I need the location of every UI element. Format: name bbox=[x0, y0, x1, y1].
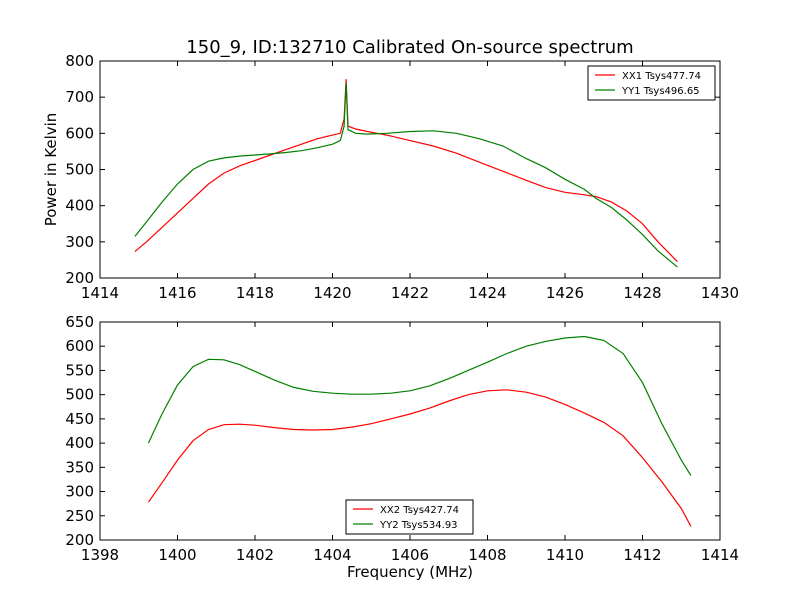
bottom-y-tick-label: 250 bbox=[65, 507, 94, 525]
bottom-series-1-line bbox=[147, 389, 692, 527]
bottom-spectrum-chart: 1398 1400 1402 1404 1406 1408 1410 1412 1414 200 2… bbox=[65, 313, 739, 581]
bottom-y-tick-label: 400 bbox=[65, 434, 94, 452]
top-x-tick-label: 1420 bbox=[313, 284, 351, 302]
top-y-tick-label: 400 bbox=[65, 197, 94, 215]
top-legend-label-2: YY1 Tsys496.65 bbox=[621, 86, 700, 97]
top-x-tick-label: 1418 bbox=[236, 284, 274, 302]
bottom-x-tick-label: 1400 bbox=[158, 546, 196, 564]
top-legend: XX1 Tsys477.74 YY1 Tsys496.65 bbox=[587, 65, 716, 101]
bottom-y-tick-label: 450 bbox=[65, 410, 94, 428]
top-legend-label-1: XX1 Tsys477.74 bbox=[622, 71, 701, 82]
top-x-tick-label: 1414 bbox=[81, 284, 119, 302]
bottom-y-tick-label: 600 bbox=[65, 337, 94, 355]
bottom-y-tick-label: 500 bbox=[65, 386, 94, 404]
top-y-axis-label: Power in Kelvin bbox=[42, 113, 60, 227]
bottom-legend-box bbox=[345, 499, 474, 535]
top-x-tick-label: 1416 bbox=[158, 284, 196, 302]
bottom-x-axis-label: Frequency (MHz) bbox=[347, 563, 473, 581]
top-y-tick-label: 800 bbox=[65, 52, 94, 70]
bottom-y-tick-label: 650 bbox=[65, 313, 94, 331]
bottom-y-tick-label: 350 bbox=[65, 458, 94, 476]
bottom-x-tick-label: 1412 bbox=[623, 546, 661, 564]
top-x-tick-label: 1428 bbox=[623, 284, 661, 302]
top-y-tick-label: 600 bbox=[65, 124, 94, 142]
top-y-tick-label: 700 bbox=[65, 88, 94, 106]
top-x-tick-label: 1422 bbox=[391, 284, 429, 302]
bottom-series-2-line bbox=[147, 335, 692, 476]
top-x-tick-label: 1424 bbox=[468, 284, 506, 302]
bottom-legend: XX2 Tsys427.74 YY2 Tsys534.93 bbox=[345, 499, 474, 535]
bottom-y-tick-label: 200 bbox=[65, 531, 94, 549]
bottom-x-tick-label: 1406 bbox=[391, 546, 429, 564]
top-y-tick-label: 500 bbox=[65, 161, 94, 179]
top-spectrum-chart: 1414 1416 1418 1420 1422 1424 1426 1428 1430 200 3… bbox=[42, 52, 739, 302]
bottom-x-tick-label: 1404 bbox=[313, 546, 351, 564]
chart-title: 150_9, ID:132710 Calibrated On-source sp… bbox=[186, 37, 633, 58]
top-series-1-line bbox=[134, 79, 678, 263]
bottom-y-tick-label: 300 bbox=[65, 483, 94, 501]
top-y-tick-label: 300 bbox=[65, 233, 94, 251]
bottom-x-tick-label: 1414 bbox=[701, 546, 739, 564]
bottom-x-tick-label: 1408 bbox=[468, 546, 506, 564]
bottom-x-tick-label: 1410 bbox=[546, 546, 584, 564]
top-series-2-line bbox=[134, 82, 678, 268]
bottom-y-tick-label: 550 bbox=[65, 361, 94, 379]
top-y-tick-label: 200 bbox=[65, 269, 94, 287]
top-x-tick-label: 1430 bbox=[701, 284, 739, 302]
bottom-x-tick-label: 1402 bbox=[236, 546, 274, 564]
bottom-legend-label-2: YY2 Tsys534.93 bbox=[379, 520, 458, 531]
bottom-legend-label-1: XX2 Tsys427.74 bbox=[380, 505, 459, 516]
bottom-x-tick-label: 1398 bbox=[81, 546, 119, 564]
top-legend-box bbox=[587, 65, 716, 101]
top-x-tick-label: 1426 bbox=[546, 284, 584, 302]
